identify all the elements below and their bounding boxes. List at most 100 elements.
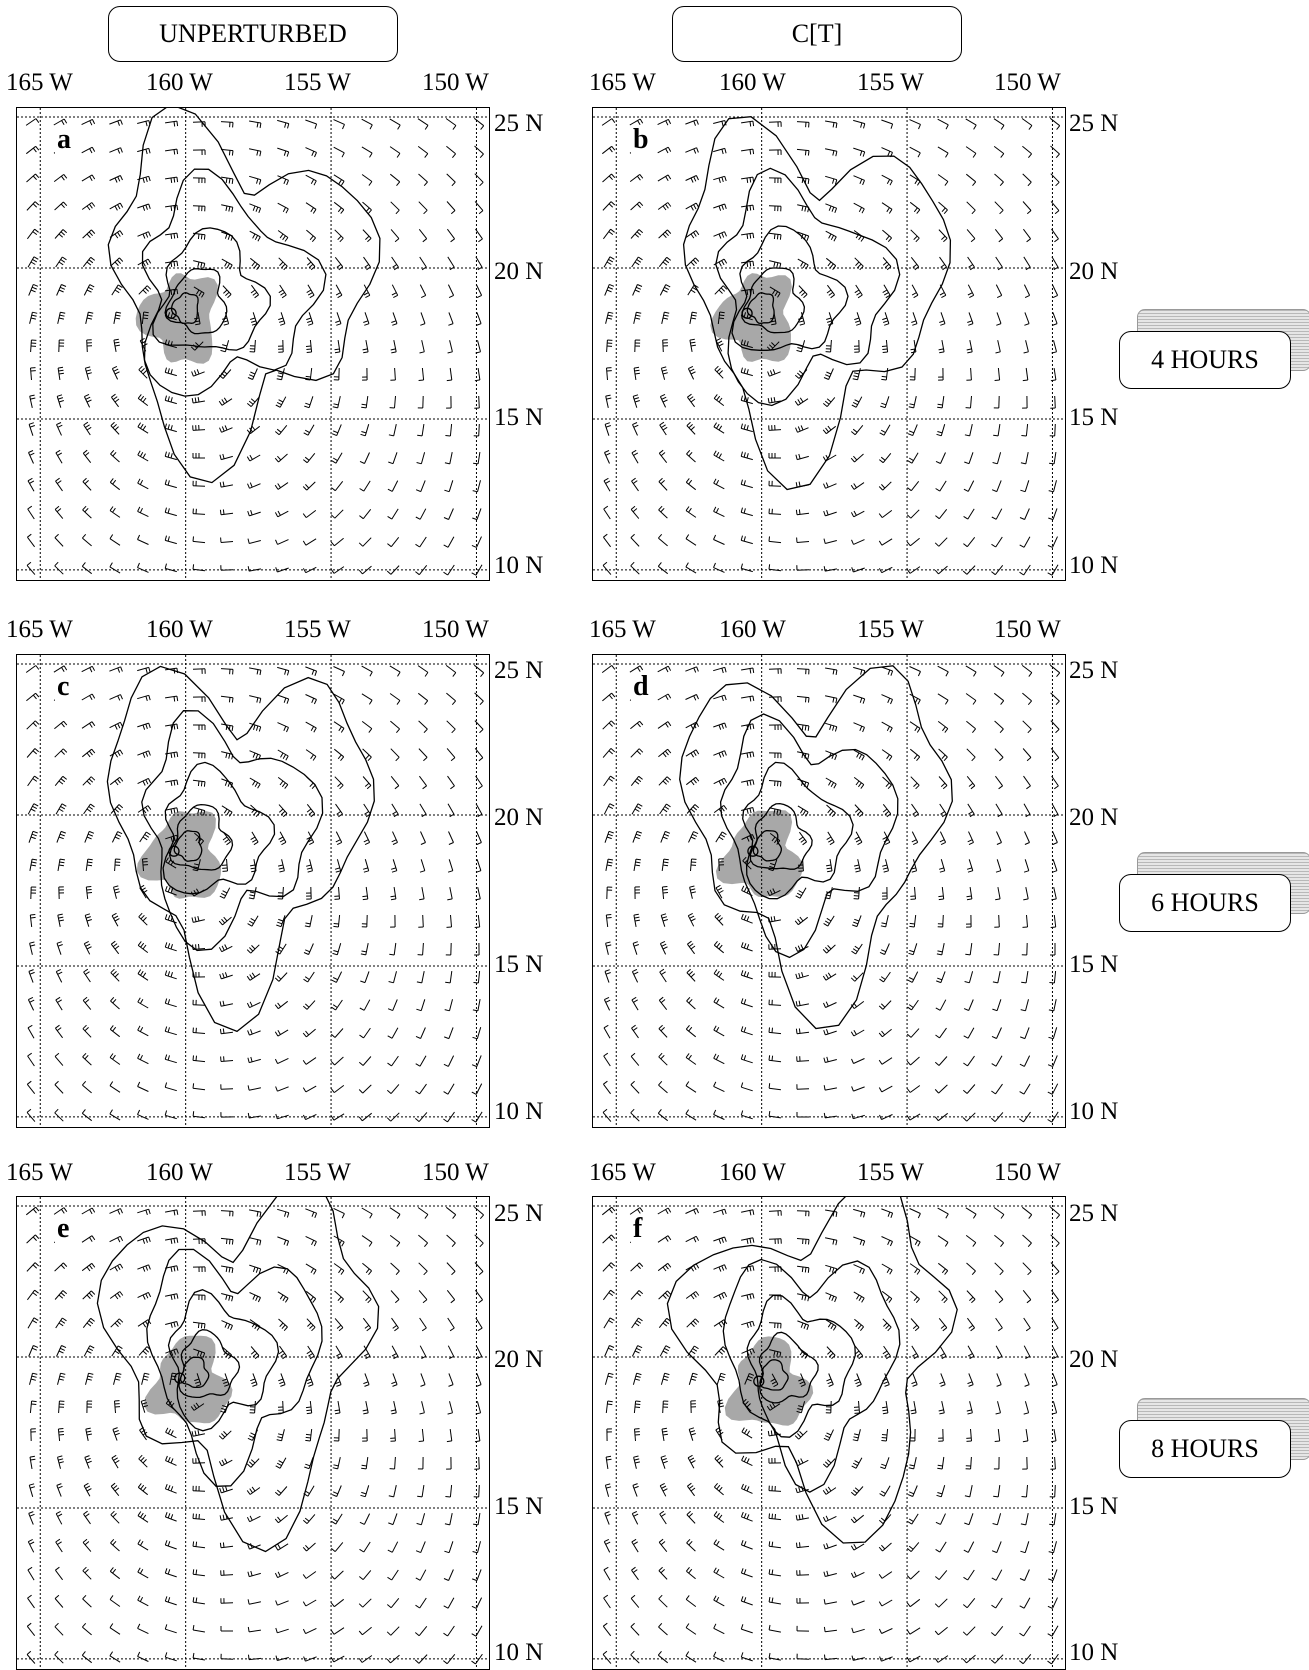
wind-barb-feather bbox=[664, 778, 670, 783]
wind-barb-feather bbox=[752, 1237, 755, 1243]
wind-barb-feather bbox=[696, 147, 699, 153]
wind-barb-feather bbox=[280, 1352, 286, 1357]
wind-barb-feather bbox=[117, 1209, 121, 1215]
wind-barb-feather bbox=[277, 1433, 284, 1436]
wind-barb-feather bbox=[340, 209, 345, 214]
wind-barb-feather bbox=[114, 398, 120, 403]
wind-barb-feather bbox=[144, 1348, 150, 1353]
wind-barb-feather bbox=[607, 1400, 613, 1403]
wind-barb-shaft bbox=[193, 1115, 205, 1119]
wind-barb-feather bbox=[117, 751, 121, 756]
wind-barb-feather bbox=[631, 449, 637, 454]
wind-barb-feather bbox=[33, 147, 37, 153]
wind-barb-feather bbox=[605, 1483, 611, 1486]
wind-barb-feather bbox=[60, 830, 66, 834]
wind-barb-feather bbox=[252, 291, 258, 296]
wind-barb-shaft bbox=[475, 1317, 483, 1329]
wind-barb-shaft bbox=[109, 147, 121, 153]
wind-barb-feather bbox=[332, 1467, 338, 1470]
wind-barb-feather bbox=[112, 507, 116, 513]
wind-barb-shaft bbox=[909, 201, 921, 211]
wind-barb-shaft bbox=[631, 480, 639, 492]
wind-barb-shaft bbox=[882, 1028, 892, 1038]
wind-barb-feather bbox=[855, 839, 861, 843]
wind-barb-feather bbox=[361, 1467, 367, 1470]
wind-barb-feather bbox=[62, 748, 68, 753]
wind-barb-feather bbox=[889, 727, 893, 733]
wind-barb-feather bbox=[364, 841, 370, 846]
wind-barb-shaft bbox=[361, 146, 373, 154]
wind-barb-feather bbox=[250, 1378, 256, 1382]
wind-barb-feather bbox=[32, 778, 38, 782]
wind-barb-feather bbox=[118, 1318, 124, 1323]
wind-barb-feather bbox=[85, 366, 91, 369]
wind-barb-feather bbox=[603, 533, 608, 538]
wind-barb-shaft bbox=[165, 1058, 177, 1064]
wind-barb-feather bbox=[690, 1378, 696, 1381]
wind-barb-feather bbox=[58, 836, 64, 840]
wind-barb-feather bbox=[57, 999, 62, 1003]
wind-barb-feather bbox=[724, 750, 727, 756]
wind-barb-shaft bbox=[1051, 775, 1059, 787]
wind-barb-feather bbox=[1025, 266, 1031, 271]
wind-barb-feather bbox=[443, 1632, 448, 1637]
wind-barb-shaft bbox=[418, 1625, 428, 1637]
wind-barb-feather bbox=[938, 348, 944, 351]
wind-barb-feather bbox=[89, 1209, 93, 1215]
wind-barb-feather bbox=[746, 369, 749, 375]
wind-barb-feather bbox=[29, 1486, 36, 1489]
wind-barb-shaft bbox=[447, 1055, 455, 1067]
wind-barb-feather bbox=[662, 946, 668, 950]
wind-barb-feather bbox=[218, 400, 223, 406]
wind-barb-feather bbox=[85, 1513, 90, 1518]
wind-barb-shaft bbox=[475, 775, 483, 787]
wind-barb-shaft bbox=[941, 943, 945, 955]
wind-barb-feather bbox=[360, 953, 366, 956]
wind-barb-shaft bbox=[881, 119, 893, 125]
wind-barb-feather bbox=[393, 813, 399, 818]
wind-barb-feather bbox=[1047, 1091, 1053, 1095]
wind-barb-feather bbox=[663, 314, 669, 317]
wind-barb-feather bbox=[148, 231, 151, 237]
wind-barb-feather bbox=[29, 425, 35, 428]
wind-barb-feather bbox=[219, 454, 222, 460]
wind-barb-feather bbox=[173, 1349, 177, 1355]
wind-barb-feather bbox=[724, 1236, 727, 1242]
lon-label: 160 W bbox=[146, 69, 213, 96]
wind-barb-feather bbox=[118, 804, 124, 809]
wind-barb-feather bbox=[752, 779, 755, 785]
wind-barb-feather bbox=[825, 374, 830, 378]
wind-barb-feather bbox=[367, 238, 372, 243]
wind-barb-feather bbox=[308, 811, 314, 815]
wind-barb-shaft bbox=[658, 1570, 668, 1580]
wind-barb-feather bbox=[771, 289, 776, 295]
wind-barb-feather bbox=[973, 671, 977, 677]
wind-barb-feather bbox=[306, 1350, 312, 1355]
wind-barb-feather bbox=[773, 838, 778, 844]
wind-barb-shaft bbox=[769, 1657, 781, 1661]
wind-barb-feather bbox=[798, 509, 801, 515]
wind-barb-feather bbox=[397, 124, 401, 130]
wind-barb-shaft bbox=[333, 1207, 345, 1215]
wind-barb-feather bbox=[825, 427, 829, 433]
wind-barb-feather bbox=[740, 339, 744, 345]
wind-barb-feather bbox=[685, 1623, 690, 1628]
wind-barb-feather bbox=[850, 431, 856, 436]
wind-barb-feather bbox=[58, 808, 64, 812]
lon-label: 155 W bbox=[284, 1159, 351, 1186]
wind-barb-shaft bbox=[448, 831, 454, 843]
wind-barb-shaft bbox=[966, 229, 976, 239]
wind-barb-feather bbox=[773, 808, 776, 815]
wind-barb-feather bbox=[886, 266, 892, 271]
wind-barb-feather bbox=[665, 1345, 671, 1349]
wind-barb-feather bbox=[91, 1207, 96, 1213]
wind-barb-feather bbox=[475, 351, 481, 354]
wind-barb-feather bbox=[798, 370, 804, 375]
wind-barb-feather bbox=[109, 1081, 114, 1086]
wind-barb-feather bbox=[603, 1052, 609, 1057]
wind-barb-feather bbox=[880, 976, 886, 980]
wind-barb-feather bbox=[54, 1052, 60, 1057]
wind-barb-feather bbox=[286, 180, 289, 186]
wind-barb-feather bbox=[636, 722, 641, 728]
wind-barb-feather bbox=[192, 1055, 194, 1061]
